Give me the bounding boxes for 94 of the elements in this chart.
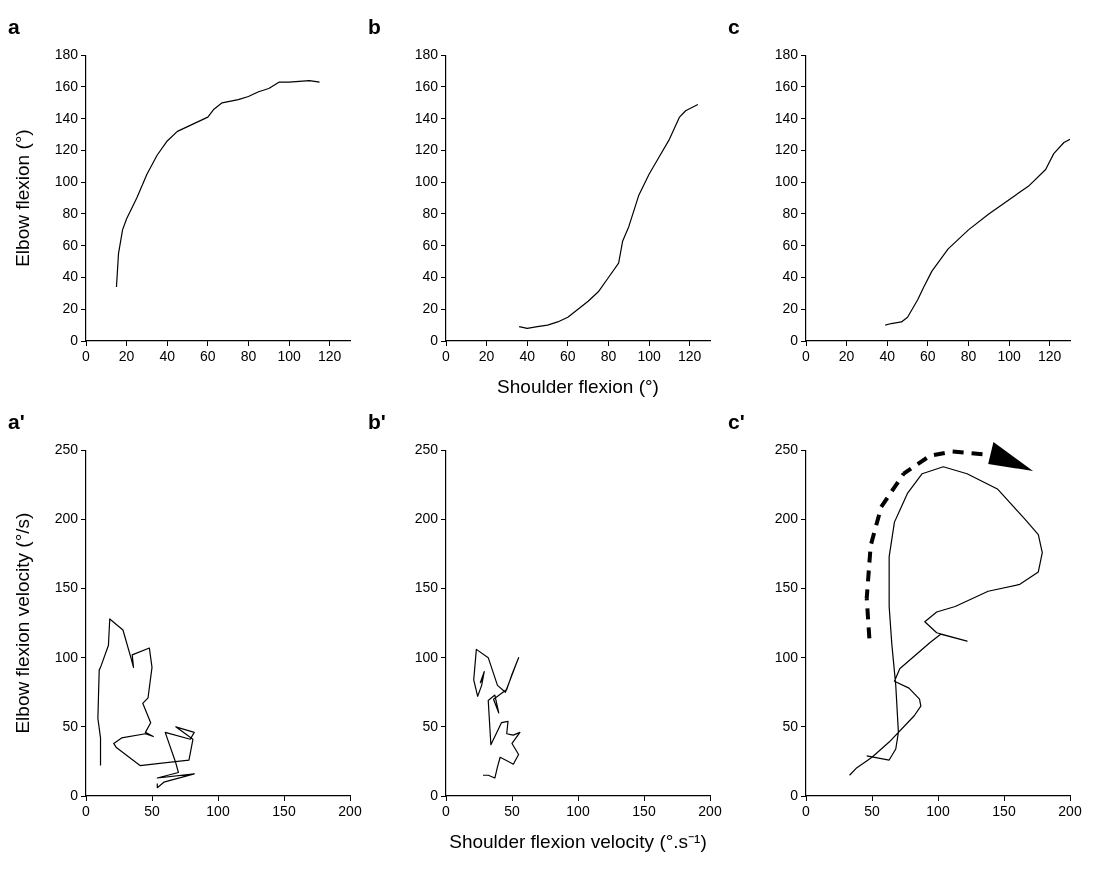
y-tick-label: 160 [774,77,799,94]
y-tick-label: 250 [54,441,79,458]
x-tick-label: 100 [277,348,301,365]
y-tick-label: 100 [54,173,79,190]
y-tick-label: 250 [774,441,799,458]
chart-title: a [8,15,20,39]
x-tick-label: 100 [637,348,661,365]
y-tick-label: 100 [414,173,439,190]
y-tick-label: 150 [54,579,79,596]
x-tick-label: 100 [997,348,1021,365]
x-tick-label: 150 [272,803,296,820]
y-tick-label: 200 [54,510,79,527]
x-tick-label: 120 [318,348,342,365]
chart-title: c' [728,410,745,434]
y-tick-label: 50 [62,717,79,734]
y-tick-label: 0 [790,786,799,803]
y-tick-label: 250 [414,441,439,458]
y-axis-title: Elbow flexion velocity (°/s) [11,512,33,734]
y-tick-label: 60 [422,236,439,253]
x-tick-label: 100 [206,803,230,820]
y-tick-label: 100 [774,173,799,190]
y-tick-label: 180 [414,46,439,63]
y-tick-label: 60 [62,236,79,253]
y-tick-label: 40 [782,268,799,285]
y-tick-label: 180 [54,46,79,63]
y-tick-label: 0 [70,786,79,803]
x-tick-label: 0 [802,803,811,820]
y-tick-label: 100 [774,648,799,665]
y-tick-label: 20 [422,300,439,317]
y-tick-label: 80 [422,204,439,221]
y-tick-label: 100 [54,648,79,665]
x-tick-label: 0 [802,348,811,365]
y-tick-label: 200 [774,510,799,527]
x-tick-label: 100 [566,803,590,820]
y-tick-label: 140 [54,109,79,126]
y-tick-label: 140 [774,109,799,126]
x-tick-label: 200 [698,803,722,820]
y-tick-label: 200 [414,510,439,527]
x-axis-title: Shoulder flexion velocity (°.s⁻¹) [449,830,707,852]
x-tick-label: 40 [879,348,896,365]
y-tick-label: 20 [782,300,799,317]
x-axis-title: Shoulder flexion (°) [497,375,659,397]
y-tick-label: 0 [430,786,439,803]
x-tick-label: 150 [632,803,656,820]
x-tick-label: 0 [442,803,451,820]
chart-title: b [368,15,381,39]
x-tick-label: 0 [442,348,451,365]
x-tick-label: 80 [960,348,977,365]
y-tick-label: 120 [774,141,799,158]
y-tick-label: 160 [414,77,439,94]
y-tick-label: 20 [62,300,79,317]
y-tick-label: 0 [790,331,799,348]
x-tick-label: 0 [82,803,91,820]
y-tick-label: 0 [70,331,79,348]
y-tick-label: 80 [62,204,79,221]
y-tick-label: 120 [54,141,79,158]
x-tick-label: 60 [560,348,576,365]
y-tick-label: 40 [62,268,79,285]
x-tick-label: 200 [1058,803,1082,820]
x-tick-label: 20 [118,348,135,365]
x-tick-label: 150 [992,803,1016,820]
y-tick-label: 150 [414,579,439,596]
x-tick-label: 60 [920,348,936,365]
y-tick-label: 80 [782,204,799,221]
x-tick-label: 20 [838,348,855,365]
y-tick-label: 60 [782,236,799,253]
x-tick-label: 60 [200,348,216,365]
x-tick-label: 50 [144,803,160,820]
y-tick-label: 40 [422,268,439,285]
x-tick-label: 50 [504,803,520,820]
x-tick-label: 120 [678,348,702,365]
x-tick-label: 0 [82,348,91,365]
x-tick-label: 50 [864,803,880,820]
y-tick-label: 50 [422,717,439,734]
x-tick-label: 80 [600,348,617,365]
y-tick-label: 180 [774,46,799,63]
y-tick-label: 100 [414,648,439,665]
x-tick-label: 120 [1038,348,1062,365]
y-axis-title: Elbow flexion (°) [11,129,33,267]
chart-title: b' [368,410,386,434]
x-tick-label: 20 [478,348,495,365]
chart-title: c [728,15,740,39]
x-tick-label: 40 [519,348,536,365]
chart-title: a' [8,410,25,434]
x-tick-label: 80 [240,348,257,365]
y-tick-label: 50 [782,717,799,734]
y-tick-label: 150 [774,579,799,596]
x-tick-label: 100 [926,803,950,820]
x-tick-label: 200 [338,803,362,820]
x-tick-label: 40 [159,348,176,365]
y-tick-label: 0 [430,331,439,348]
y-tick-label: 140 [414,109,439,126]
y-tick-label: 160 [54,77,79,94]
y-tick-label: 120 [414,141,439,158]
